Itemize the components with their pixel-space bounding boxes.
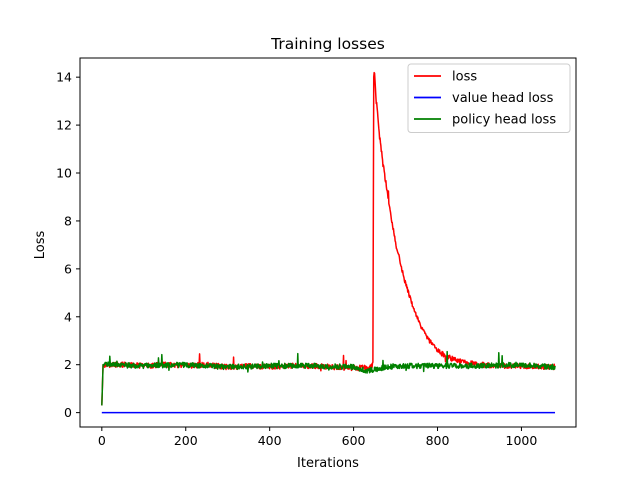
x-axis-label: Iterations	[297, 456, 359, 471]
x-tick-label: 1000	[506, 433, 538, 448]
legend-label-loss: loss	[452, 70, 477, 85]
y-tick-label: 6	[64, 261, 72, 276]
x-tick-label: 200	[174, 433, 198, 448]
y-tick-label: 2	[64, 357, 72, 372]
legend-label-value-head-loss: value head loss	[452, 91, 554, 106]
legend-frame	[407, 63, 571, 133]
y-tick-label: 0	[64, 405, 72, 420]
legend: loss value head loss policy head loss	[407, 63, 571, 133]
series-layer	[101, 71, 556, 414]
y-tick-label: 4	[64, 309, 72, 324]
series-line-policy-head-loss	[101, 350, 556, 406]
legend-label-policy-head-loss: policy head loss	[452, 113, 556, 128]
x-tick-label: 800	[426, 433, 450, 448]
axes-layer: 0 200 400 600 800 1000 0 2 4 6 8 10 12 14	[56, 57, 577, 448]
y-axis-label: Loss	[33, 231, 48, 260]
x-tick-label: 400	[258, 433, 282, 448]
y-tick-label: 14	[56, 70, 72, 85]
y-tick-label: 8	[64, 213, 72, 228]
x-tick-label: 600	[342, 433, 366, 448]
plot-frame	[79, 57, 577, 428]
y-tick-label: 12	[56, 118, 72, 133]
chart-title: Training losses	[270, 35, 385, 53]
x-tick-label: 0	[98, 433, 106, 448]
y-tick-label: 10	[56, 166, 72, 181]
